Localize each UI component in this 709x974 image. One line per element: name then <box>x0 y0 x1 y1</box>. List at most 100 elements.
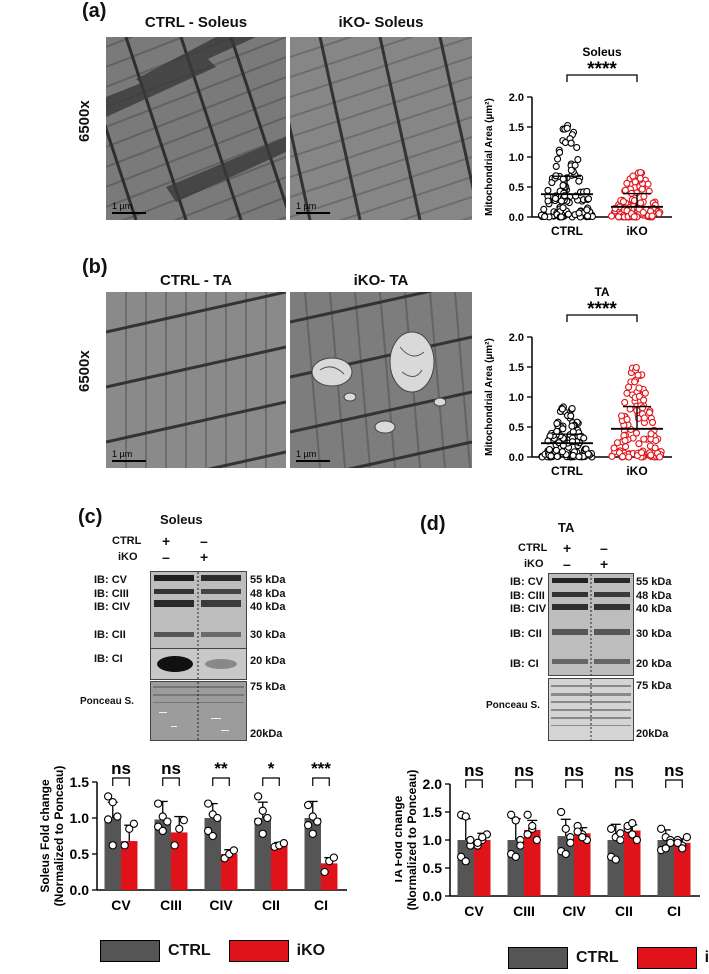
x-tick-label: iKO <box>626 224 647 238</box>
data-point <box>631 378 639 386</box>
blot-c-ponceau <box>150 681 247 741</box>
data-point <box>473 838 482 847</box>
em-image-iko-soleus: 1 µm <box>290 37 472 220</box>
em-image-ctrl-ta: 1 µm <box>106 292 286 468</box>
blot-label-ciii: IB: CIII <box>94 588 129 600</box>
scale-bar: 1 µm <box>112 449 146 462</box>
data-point <box>567 139 575 147</box>
data-point <box>648 212 656 220</box>
data-point <box>103 792 113 801</box>
data-point <box>611 855 620 864</box>
x-tick-label: CIV <box>562 903 586 919</box>
y-axis-label: Mitochondrial Area (µm²) <box>484 338 495 456</box>
kda-label: 20kDa <box>636 728 669 740</box>
data-point <box>208 831 217 841</box>
data-point <box>179 816 189 825</box>
data-point <box>557 213 565 221</box>
bar <box>607 840 624 896</box>
chart-ta-area: TA**** 0.0 0.5 1.0 1.5 2.0 Mitochondrial Area … <box>484 285 672 478</box>
data-point <box>656 453 664 461</box>
data-point <box>308 829 317 838</box>
blot-label-ponceau: Ponceau S. <box>80 696 134 707</box>
data-point <box>568 404 576 413</box>
chart-soleus-fold: 0.0 0.5 1.0 1.5 Soleus Fold change (Normalize… <box>38 759 347 913</box>
significance-bracket <box>212 777 230 786</box>
data-point <box>673 838 682 847</box>
significance-bracket <box>162 777 180 786</box>
blot-label-cii: IB: CII <box>94 629 126 641</box>
significance-bracket <box>262 777 280 786</box>
bar <box>474 840 491 896</box>
data-point <box>621 437 629 445</box>
blot-label-cv: IB: CV <box>510 576 543 588</box>
blot-label-civ: IB: CIV <box>94 601 131 613</box>
significance-label: ns <box>161 759 181 778</box>
legend-c: CTRL iKO <box>100 940 325 962</box>
significance-label: ns <box>111 759 131 778</box>
bar <box>271 844 288 890</box>
data-point <box>556 807 566 817</box>
data-point <box>568 422 576 430</box>
data-point <box>544 197 552 205</box>
data-point <box>253 817 263 826</box>
data-point <box>631 178 639 186</box>
x-tick-label: CTRL <box>551 224 583 238</box>
panel-b-title-ctrl: CTRL - TA <box>160 272 232 289</box>
bar <box>221 854 238 890</box>
data-point <box>511 852 520 861</box>
chart-soleus-area: Soleus**** 0.0 0.5 1.0 1.5 2.0 Mitochondrial A… <box>484 45 672 238</box>
significance-label: ** <box>214 759 228 778</box>
cond-iko-label: iKO <box>524 558 544 570</box>
y-axis-label: TA Fold change <box>395 795 405 884</box>
y-tick-label: 1.5 <box>509 122 524 134</box>
data-point <box>636 168 645 177</box>
data-point <box>574 156 582 164</box>
y-tick-label: 2.0 <box>423 776 443 792</box>
y-tick-label: 0.0 <box>70 882 90 898</box>
cond-sign: – <box>200 533 208 549</box>
data-point <box>545 445 553 454</box>
bar <box>304 818 321 890</box>
data-point <box>153 799 163 808</box>
data-point <box>203 799 213 808</box>
data-point <box>639 404 647 412</box>
data-point <box>553 452 561 461</box>
data-point <box>666 838 675 847</box>
x-tick-label: CII <box>262 897 280 913</box>
data-point <box>558 448 566 456</box>
blot-c-ci <box>150 648 247 680</box>
y-tick-label: 1.5 <box>423 804 443 820</box>
data-point <box>652 436 660 445</box>
em-image-ctrl-soleus: 1 µm <box>106 37 286 220</box>
significance-bracket <box>565 779 583 788</box>
data-point <box>158 826 167 836</box>
x-tick-label: CI <box>667 903 681 919</box>
data-point <box>636 174 644 182</box>
data-point <box>552 446 560 454</box>
data-point <box>616 835 625 845</box>
bar <box>254 818 271 890</box>
data-point <box>661 844 670 853</box>
data-point <box>541 213 549 221</box>
data-point <box>466 835 475 845</box>
blot-label-ciii: IB: CIII <box>510 590 545 602</box>
data-point <box>103 815 113 824</box>
y-axis-label: (Normalized to Ponceau) <box>405 770 419 911</box>
data-point <box>569 451 577 460</box>
panel-b-letter: (b) <box>82 256 108 278</box>
significance-bracket <box>665 779 683 788</box>
data-point <box>640 396 648 404</box>
y-tick-label: 1.5 <box>70 774 90 790</box>
data-point <box>129 819 139 828</box>
kda-label: 55 kDa <box>250 574 286 586</box>
x-tick-label: CIII <box>513 903 535 919</box>
significance-label: ns <box>614 761 634 780</box>
data-point <box>511 816 520 825</box>
data-point <box>614 213 623 221</box>
kda-label: 75 kDa <box>636 680 672 692</box>
data-point <box>258 829 267 838</box>
significance-label: ns <box>664 761 684 780</box>
data-point <box>649 418 657 426</box>
kda-label: 30 kDa <box>636 628 672 640</box>
data-point <box>619 198 627 206</box>
